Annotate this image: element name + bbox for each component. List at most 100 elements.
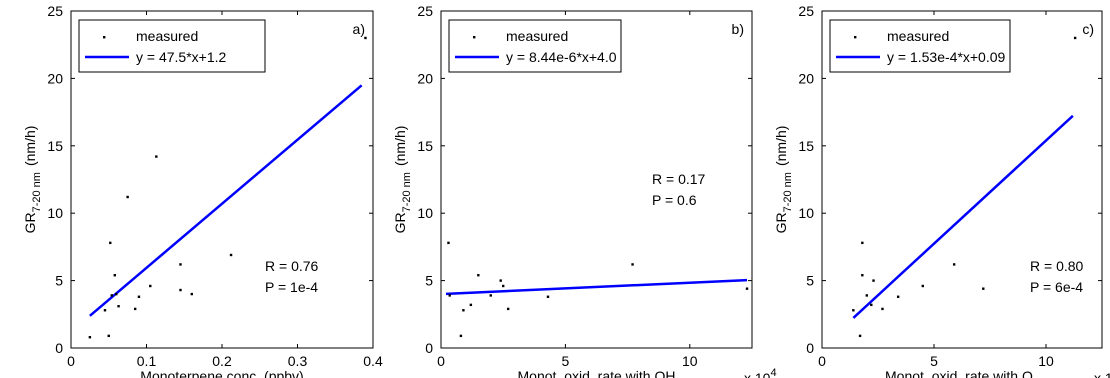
x-axis-exponent: x 104	[744, 367, 777, 378]
panel-b: 0 5 10 0 5 10 15 20 25 Monot. oxid. rate with OH x…	[392, 3, 777, 378]
y-tick-label: 25	[47, 3, 63, 19]
data-point	[115, 292, 118, 296]
panel-label: b)	[732, 21, 744, 37]
y-tick-label: 20	[47, 70, 63, 86]
y-tick-label: 15	[798, 138, 814, 154]
data-point	[113, 274, 116, 277]
data-point	[852, 309, 855, 312]
y-tick-label: 10	[798, 205, 814, 221]
y-tick-label: 25	[417, 3, 433, 19]
legend-marker-measured	[473, 36, 476, 39]
y-tick-label: 25	[798, 3, 814, 19]
y-tick-label: 5	[806, 273, 814, 289]
data-point	[190, 292, 193, 296]
y-tick-label: 0	[425, 340, 433, 356]
y-tick-label: 10	[417, 205, 433, 221]
x-tick-label: 0	[818, 353, 826, 369]
data-point	[126, 195, 129, 199]
x-tick-label: 0.2	[212, 353, 232, 369]
x-tick-label: 0	[67, 353, 75, 369]
data-point	[149, 284, 152, 288]
stat-p: P = 6e-4	[1030, 279, 1083, 295]
data-point	[459, 334, 463, 338]
y-tick-label: 5	[55, 273, 63, 289]
legend-label-fit: y = 8.44e-6*x+4.0	[506, 49, 617, 65]
x-exponent-base: x 10	[1094, 370, 1110, 378]
stat-p: P = 1e-4	[265, 279, 318, 295]
y-tick-label: 20	[417, 70, 433, 86]
data-point	[982, 287, 985, 290]
panel-label: a)	[353, 21, 365, 37]
x-axis-label-text: Monot. oxid. rate with O	[885, 368, 1033, 378]
data-point	[462, 309, 465, 312]
data-point	[1073, 36, 1077, 40]
x-tick-label: 0	[437, 353, 445, 369]
data-point	[745, 287, 749, 290]
y-axis-label: GR7-20 nm (nm/h)	[773, 126, 794, 234]
data-point	[881, 307, 884, 311]
data-point	[865, 294, 868, 297]
legend-box	[78, 19, 266, 73]
y-axis-label-subscript: 7-20 nm	[31, 172, 43, 212]
fit-line	[89, 84, 363, 317]
data-point	[489, 294, 492, 297]
x-exponent-base: x 10	[744, 370, 771, 378]
panel-label: c)	[1082, 21, 1094, 37]
data-point	[103, 309, 107, 312]
stat-r: R = 0.17	[652, 171, 706, 187]
panel-c: 0 5 10 0 5 10 15 20 25 Monot. oxid. rate with O3 x…	[773, 3, 1110, 378]
x-axis-label-text: Monoterpene conc. (ppbv)	[140, 368, 303, 378]
x-tick-label: 5	[562, 353, 570, 369]
fit-line	[852, 114, 1074, 319]
y-tick-label: 15	[417, 138, 433, 154]
data-point	[477, 274, 480, 277]
legend-box	[448, 19, 622, 73]
legend-label-measured: measured	[136, 28, 198, 44]
stat-r: R = 0.76	[265, 258, 319, 274]
data-point	[110, 294, 113, 297]
data-point	[872, 279, 875, 282]
y-axis-label: GR7-20 nm (nm/h)	[22, 126, 43, 234]
y-axis-label-main: GR	[22, 212, 38, 233]
data-point	[229, 253, 233, 257]
x-axis-exponent: x 104	[1094, 367, 1110, 378]
y-tick-label: 15	[47, 138, 63, 154]
legend-marker-measured	[854, 36, 857, 39]
y-axis-label-unit: (nm/h)	[22, 126, 38, 166]
x-tick-label: 5	[930, 353, 938, 369]
y-axis-label: GR7-20 nm (nm/h)	[392, 126, 413, 234]
data-point	[107, 334, 110, 338]
x-axis-label: Monot. oxid. rate with O3	[885, 368, 1039, 378]
panel-a: 0 0.1 0.2 0.3 0.4 0 5 10 15 20 25 Monoterpene conc.…	[22, 3, 383, 378]
data-point	[88, 336, 92, 339]
data-point	[448, 294, 451, 297]
data-point	[447, 241, 450, 245]
data-point	[952, 263, 956, 266]
data-point	[861, 241, 864, 245]
data-point	[631, 263, 634, 266]
data-point	[469, 303, 473, 307]
data-point	[179, 263, 182, 266]
legend-label-fit: y = 47.5*x+1.2	[136, 49, 227, 65]
x-tick-label: 0.4	[363, 353, 383, 369]
x-tick-label: 0.1	[137, 353, 157, 369]
y-axis-label-subscript: 7-20 nm	[401, 172, 413, 212]
plot-frame	[440, 10, 753, 349]
x-axis-label-text: Monot. oxid. rate with OH	[518, 368, 676, 378]
legend-box	[829, 19, 1011, 73]
x-axis-label: Monot. oxid. rate with OH	[518, 368, 676, 378]
y-axis-label-unit: (nm/h)	[773, 126, 789, 166]
data-point	[896, 295, 900, 298]
plot-frame	[821, 10, 1103, 349]
x-exponent-power: 4	[770, 367, 776, 378]
legend-label-measured: measured	[887, 28, 949, 44]
data-point	[861, 274, 864, 277]
data-point	[858, 334, 862, 338]
data-point	[364, 36, 367, 40]
legend-label-fit: y = 1.53e-4*x+0.09	[887, 49, 1006, 65]
x-tick-label: 0.3	[288, 353, 308, 369]
x-axis-label: Monoterpene conc. (ppbv)	[140, 368, 303, 378]
data-point	[137, 295, 141, 298]
stat-r: R = 0.80	[1030, 258, 1084, 274]
